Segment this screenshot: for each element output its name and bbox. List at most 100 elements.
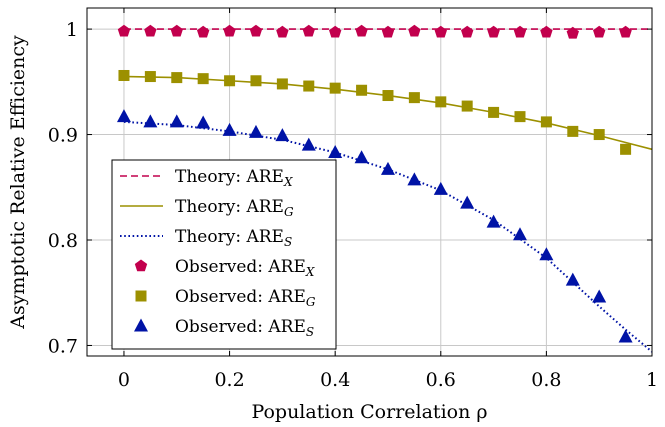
series-4 [118,69,632,155]
series-line [123,120,653,353]
legend-item: Theory: ARES [120,227,292,249]
data-point [566,26,579,39]
series-layer [116,24,653,353]
x-tick-label: 0.6 [426,369,456,391]
data-point [144,71,156,83]
data-point [593,25,606,38]
data-point [461,100,473,112]
legend-label: Theory: AREG [175,197,294,219]
series-1 [123,75,653,151]
data-point [143,114,158,128]
legend-item: Theory: AREX [120,167,293,189]
series-3 [117,24,632,39]
legend-label: Observed: ARES [175,317,314,339]
data-point [222,122,237,136]
x-tick-label: 0 [118,369,130,391]
data-point [407,172,422,186]
data-point [514,111,526,123]
data-point [382,90,394,102]
data-point [276,78,288,90]
data-point [117,24,131,37]
data-point [488,106,500,118]
data-point [355,24,368,37]
y-tick-label: 0.9 [48,125,78,147]
data-point [197,73,209,85]
data-point [619,25,632,38]
legend-label: Observed: AREX [175,257,315,279]
series-5 [116,109,633,343]
data-point [249,24,263,37]
data-point [144,24,157,37]
legend-item: Observed: ARES [134,317,314,339]
data-point [303,80,315,92]
data-point [513,25,527,38]
data-point [433,181,448,195]
x-tick-label: 0.2 [214,369,244,391]
legend-box [111,159,337,350]
data-point [461,25,474,38]
data-point [408,24,421,37]
legend-swatch [134,318,148,332]
legend-label: Theory: AREX [175,167,293,189]
y-axis-label: Asymptotic Relative Efficiency [7,35,29,330]
legend-item: Observed: AREG [135,287,316,309]
data-point [540,25,553,38]
y-tick-label: 1 [66,19,78,41]
series-2 [123,120,653,353]
data-point [539,247,554,261]
data-point [593,129,605,141]
data-point [275,128,290,142]
data-point [196,115,211,129]
data-point [301,137,316,151]
data-point [329,25,342,38]
legend-swatch [134,259,148,272]
data-point [169,114,184,128]
plot-area-frame [86,7,653,357]
data-point [248,124,263,138]
legend-swatch [135,290,147,302]
data-point [460,195,475,209]
data-point [116,109,131,123]
data-point [487,25,500,38]
data-point [540,116,552,128]
data-point [356,84,368,96]
data-point [171,72,183,84]
x-tick-label: 0.4 [320,369,350,391]
data-point [565,272,580,286]
data-point [592,289,607,303]
data-point [380,161,395,175]
legend-label: Observed: AREG [175,287,316,309]
legend-item: Theory: AREG [120,197,294,219]
legend-item: Observed: AREX [134,257,315,279]
data-point [118,69,130,81]
data-point [170,24,183,37]
data-point [196,25,210,38]
data-point [329,82,341,94]
data-point [223,24,236,37]
y-tick-label: 0.8 [48,230,78,252]
data-point [435,96,447,108]
data-point [486,214,501,228]
data-point [354,150,369,164]
data-point [567,125,579,137]
data-point [276,25,289,38]
data-point [302,24,315,37]
data-point [434,25,447,38]
legend-label: Theory: ARES [175,227,292,249]
data-point [381,25,395,38]
data-point [250,75,262,87]
data-point [224,75,236,87]
data-point [620,143,632,155]
series-line [123,75,653,151]
data-point [512,227,527,241]
y-tick-label: 0.7 [48,335,78,357]
legend: Theory: AREX Theory: AREG Theory: ARES Obse… [111,159,337,350]
x-tick-label: 0.8 [531,369,561,391]
axis-ticks: 0 0.2 0.4 0.6 0.8 1 0.7 0.8 0.9 1 [48,8,658,391]
data-point [618,329,633,343]
x-tick-label: 1 [646,369,658,391]
data-point [328,144,343,158]
data-point [408,92,420,104]
x-axis-label: Population Correlation ρ [251,401,487,423]
